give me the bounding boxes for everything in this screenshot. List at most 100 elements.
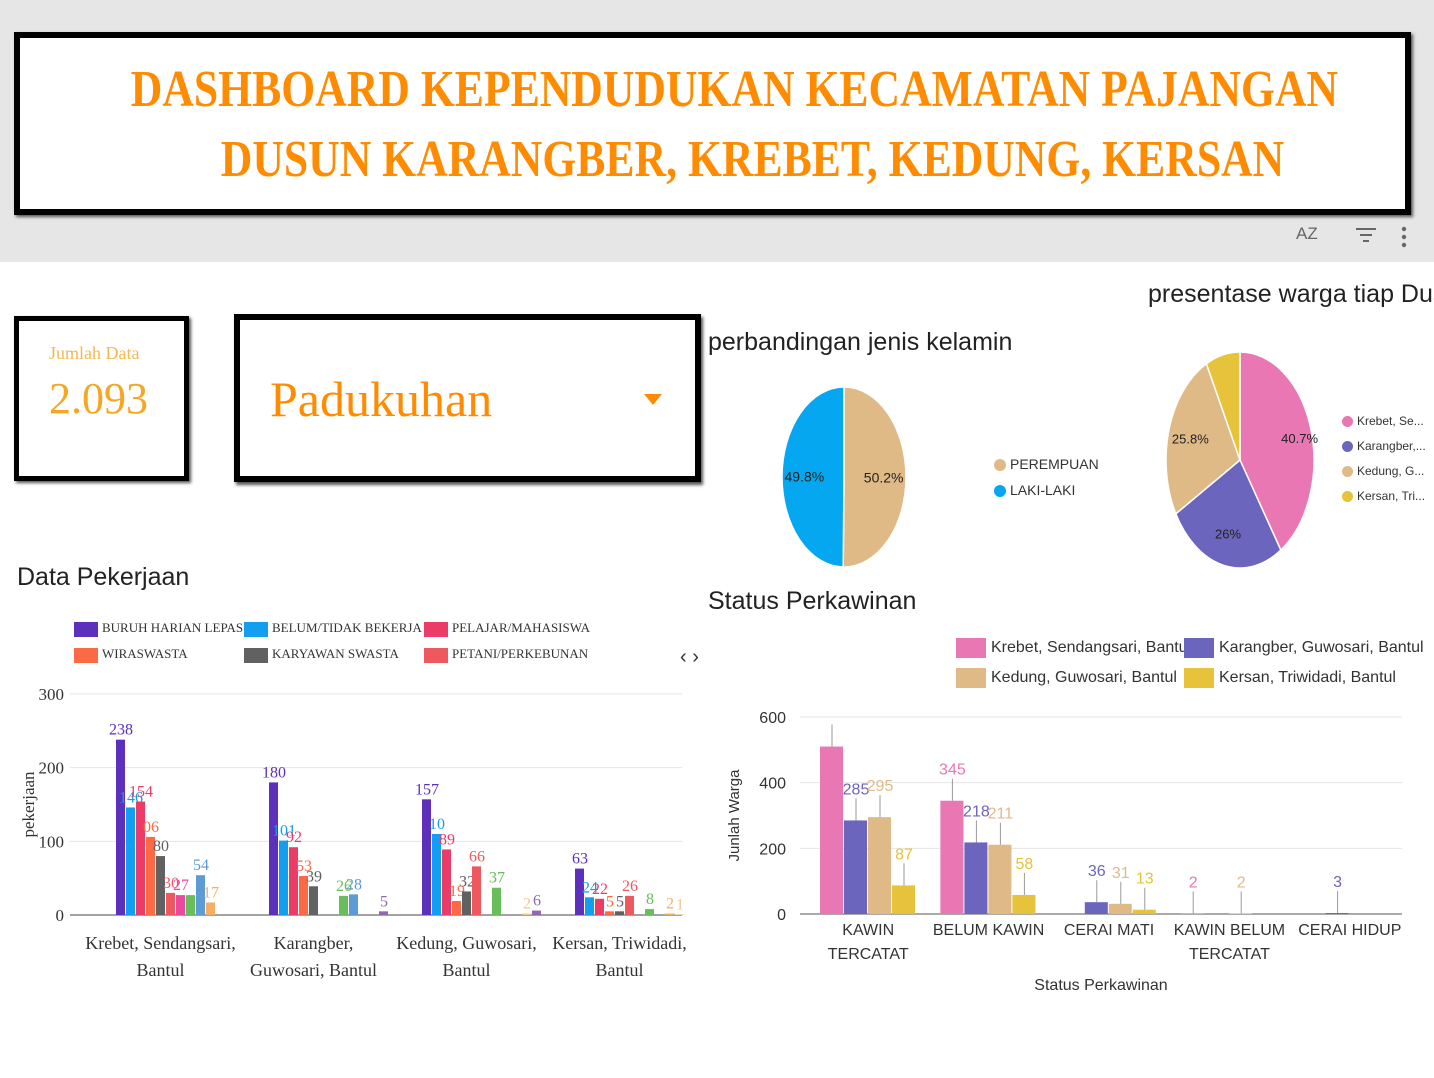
bar (206, 902, 215, 915)
y-tick-label: 400 (759, 776, 786, 793)
bar-value-label: 180 (262, 764, 286, 781)
y-tick-label: 0 (56, 906, 65, 925)
bar-value-label: 13 (1136, 871, 1154, 888)
legend-label: KARYAWAN SWASTA (272, 646, 399, 661)
x-tick-label: KAWIN (842, 922, 894, 939)
bar (1229, 913, 1253, 914)
bar (146, 836, 155, 915)
chevron-down-icon[interactable] (644, 394, 662, 405)
x-tick-label: Kersan, Triwidadi, (552, 933, 687, 953)
y-tick-label: 300 (39, 685, 65, 704)
total-data-label: Jumlah Data (49, 343, 140, 363)
padukuhan-dropdown[interactable]: Padukuhan (234, 314, 701, 482)
bar (1132, 909, 1156, 914)
bar (349, 894, 358, 915)
legend-swatch (74, 621, 98, 637)
bar-value-label: 218 (963, 803, 990, 820)
bar-value-label: 345 (939, 762, 966, 779)
x-tick-label: KAWIN BELUM (1174, 922, 1285, 939)
y-tick-label: 200 (39, 759, 65, 778)
bar-value-label: 2 (523, 896, 531, 913)
marital-legend-item: Kersan, Triwidadi, Bantul (1184, 668, 1396, 688)
bar-value-label: 87 (895, 846, 913, 863)
legend-pager-arrows[interactable]: ‹ › (680, 646, 699, 668)
jobs-bar-chart: 0100200300pekerjaan238146154068030275417… (19, 685, 687, 980)
bar (844, 820, 867, 914)
bar (422, 799, 431, 915)
legend-swatch (1342, 466, 1353, 478)
bar-value-label: 3 (1333, 874, 1342, 891)
x-tick-label: Krebet, Sendangsari, (85, 933, 235, 953)
legend-swatch (994, 485, 1006, 498)
x-tick-label: CERAI HIDUP (1298, 922, 1401, 939)
bar-value-label: 58 (1016, 856, 1034, 873)
bar (279, 840, 288, 915)
jobs-legend-item: KARYAWAN SWASTA (244, 646, 399, 663)
sort-icon[interactable]: AZ (1296, 224, 1318, 243)
bar (532, 910, 541, 915)
dropdown-label: Padukuhan (270, 371, 493, 427)
marital-chart-title: Status Perkawinan (708, 587, 917, 615)
dusun-pie-chart: 40.7% 26% 25.8% (1165, 351, 1318, 569)
bar-value-label: 80 (153, 838, 169, 855)
x-tick-label: Karangber, (274, 933, 354, 953)
bar-value-label: 2 (666, 896, 674, 913)
bar-value-label: 5 (380, 893, 388, 910)
jobs-legend-item: BELUM/TIDAK BEKERJA (244, 620, 422, 637)
pie-slice (1165, 362, 1241, 516)
bar (116, 739, 125, 915)
bar (339, 895, 348, 915)
pie-slice (781, 386, 845, 568)
legend-label: BELUM/TIDAK BEKERJA (272, 620, 422, 635)
legend-swatch (1342, 416, 1353, 428)
bar (675, 914, 684, 915)
legend-label: BURUH HARIAN LEPAS (102, 620, 244, 635)
bar-value-label: 10 (429, 816, 445, 833)
dusun-legend-item: Krebet, Se... (1342, 414, 1424, 428)
gender-pie-chart: 50.2% 49.8% (781, 386, 907, 568)
bar (492, 887, 501, 915)
bar-value-label: 26 (622, 878, 638, 895)
bar (820, 746, 843, 914)
y-tick-label: 600 (759, 710, 786, 727)
bar (964, 842, 988, 914)
legend-swatch (956, 638, 986, 658)
legend-label: Kersan, Triwidadi, Bantul (1219, 669, 1396, 687)
legend-swatch (1342, 491, 1353, 503)
filter-icon[interactable] (1356, 226, 1376, 244)
bar (605, 911, 614, 915)
legend-label: Kedung, G... (1357, 464, 1425, 478)
bar-value-label: 295 (867, 778, 894, 795)
bar (988, 844, 1012, 914)
bar (625, 895, 634, 915)
bar (892, 885, 915, 914)
y-axis-label: pekerjaan (19, 771, 38, 838)
x-tick-label: TERCATAT (1189, 946, 1270, 963)
more-vert-icon[interactable] (1401, 226, 1407, 248)
legend-swatch (244, 647, 268, 663)
bar-value-label: 101 (272, 823, 296, 840)
bar-value-label: 30 (163, 875, 179, 892)
bar-value-label: 285 (843, 781, 870, 798)
bar-value-label: 66 (469, 848, 485, 865)
bar (442, 849, 451, 915)
bar-value-label: 5 (616, 893, 624, 910)
y-axis-label: Junlah Warga (726, 769, 743, 862)
bar-value-label: 238 (109, 722, 133, 739)
pie-value-label: 50.2% (864, 469, 904, 485)
marital-legend-item: Kedung, Guwosari, Bantul (956, 668, 1177, 688)
total-data-card: Jumlah Data 2.093 (14, 316, 189, 481)
bar (1325, 913, 1349, 914)
x-tick-label: Bantul (596, 960, 644, 980)
legend-label: LAKI-LAKI (1010, 482, 1076, 498)
jobs-legend-item: WIRASWASTA (74, 646, 188, 663)
bar-value-label: 27 (173, 877, 189, 894)
bar (379, 911, 388, 915)
bar-value-label: 24 (582, 879, 598, 896)
legend-label: PEREMPUAN (1010, 456, 1099, 472)
x-tick-label: Bantul (443, 960, 491, 980)
x-tick-label: Bantul (137, 960, 185, 980)
x-axis-label: Status Perkawinan (1034, 977, 1167, 994)
bar (196, 875, 205, 915)
bar-value-label: 1 (676, 896, 684, 913)
